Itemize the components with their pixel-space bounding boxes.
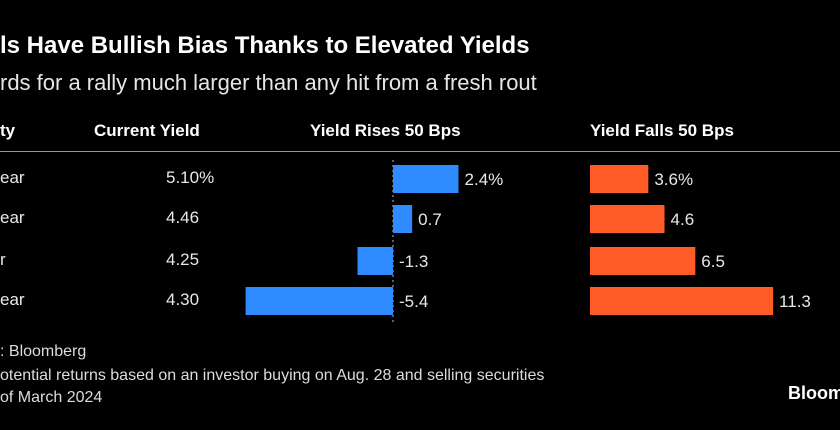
row-maturity: r <box>0 250 6 269</box>
bar-yield-falls <box>590 287 774 315</box>
header-maturity: ty <box>0 121 16 140</box>
row-current-yield: 4.46 <box>166 208 200 227</box>
header-divider <box>0 151 840 152</box>
bar-yield-falls <box>590 165 649 193</box>
bar-yield-rises <box>393 165 459 193</box>
bar-yield-rises <box>245 287 393 315</box>
row-maturity: ear <box>0 208 25 227</box>
chart-subtitle: rds for a rally much larger than any hit… <box>0 70 537 95</box>
source-note: : Bloomberg <box>0 343 87 360</box>
bar-yield-falls <box>590 205 665 233</box>
bar-yield-falls <box>590 247 696 275</box>
header-yield-falls: Yield Falls 50 Bps <box>590 121 734 140</box>
row-maturity: ear <box>0 290 25 309</box>
bar-chart: 2.4% 3.6% 0.7 4.6 -1.3 6.5 -5.4 11.3 <box>245 160 811 322</box>
label-yield-rises: 0.7 <box>418 210 442 229</box>
bloomberg-logo: Bloom <box>788 383 840 403</box>
footnote-line-2: of March 2024 <box>0 389 103 406</box>
chart-title: ls Have Bullish Bias Thanks to Elevated … <box>0 32 530 59</box>
label-yield-falls: 6.5 <box>701 252 725 271</box>
row-current-yield: 4.25 <box>166 250 200 269</box>
header-current-yield: Current Yield <box>94 121 200 140</box>
label-yield-rises: -5.4 <box>399 292 428 311</box>
footnote-line-1: otential returns based on an investor bu… <box>0 367 545 384</box>
label-yield-falls: 4.6 <box>671 210 695 229</box>
header-yield-rises: Yield Rises 50 Bps <box>310 121 461 140</box>
label-yield-falls: 11.3 <box>779 292 811 311</box>
label-yield-rises: -1.3 <box>399 252 428 271</box>
row-current-yield: 4.30 <box>166 290 200 309</box>
label-yield-rises: 2.4% <box>465 170 504 189</box>
bar-yield-rises <box>393 205 413 233</box>
row-maturity: ear <box>0 168 25 187</box>
row-current-yield: 5.10% <box>166 168 215 187</box>
bar-yield-rises <box>357 247 393 275</box>
label-yield-falls: 3.6% <box>654 170 693 189</box>
